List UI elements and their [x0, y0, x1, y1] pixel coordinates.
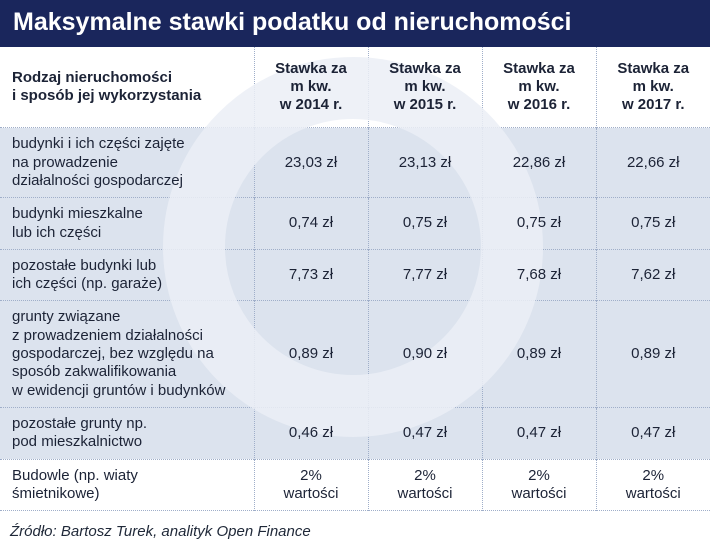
value-text: 7,73 zł — [288, 266, 334, 284]
value-cell: 0,47 zł — [367, 407, 482, 460]
value-text: 2% wartości — [397, 466, 453, 502]
row-label-text: budynki mieszkalne lub ich części — [12, 205, 143, 241]
header-row: Rodzaj nieruchomości i sposób jej wykorz… — [0, 46, 710, 128]
row-label-text: pozostałe budynki lub ich części (np. ga… — [12, 256, 163, 293]
value-text: 0,75 zł — [402, 214, 448, 232]
row-label-text: budynki i ich części zajęte na prowadzen… — [12, 135, 185, 189]
value-text: 0,47 zł — [631, 424, 676, 442]
value-cell: 0,47 zł — [481, 407, 596, 460]
value-cell: 22,66 zł — [595, 127, 710, 198]
value-cell: 2% wartości — [481, 459, 596, 511]
value-text: 0,47 zł — [402, 424, 448, 442]
page-title: Maksymalne stawki podatku od nieruchomoś… — [13, 8, 572, 36]
column-header-label: Stawka za m kw. w 2015 r. — [389, 59, 461, 114]
value-cell: 2% wartości — [595, 459, 710, 511]
row-label: budynki mieszkalne lub ich części — [0, 198, 254, 250]
value-text: 0,89 zł — [631, 345, 676, 363]
row-label: grunty związane z prowadzeniem działalno… — [0, 301, 254, 407]
tax-rates-table: Rodzaj nieruchomości i sposób jej wykorz… — [0, 46, 710, 512]
value-text: 7,68 zł — [516, 266, 562, 284]
value-text: 0,89 zł — [288, 345, 334, 363]
value-cell: 0,46 zł — [253, 407, 368, 460]
value-cell: 7,62 zł — [595, 249, 710, 301]
table-container: Rodzaj nieruchomości i sposób jej wykorz… — [0, 46, 710, 512]
value-text: 0,75 zł — [631, 214, 676, 232]
source-text: Źródło: Bartosz Turek, analityk Open Fin… — [10, 523, 311, 541]
row-label: pozostałe grunty np. pod mieszkalnictwo — [0, 407, 254, 459]
column-header-label: Stawka za m kw. w 2016 r. — [503, 59, 575, 114]
corner-header: Rodzaj nieruchomości i sposób jej wykorz… — [0, 46, 254, 128]
value-cell: 23,13 zł — [367, 127, 482, 198]
value-cell: 0,75 zł — [367, 197, 482, 250]
row-label-text: Budowle (np. wiaty śmietnikowe) — [12, 466, 138, 502]
column-header-2017: Stawka za m kw. w 2017 r. — [595, 46, 710, 128]
value-cell: 7,77 zł — [367, 249, 482, 301]
value-text: 23,03 zł — [284, 153, 338, 171]
value-text: 0,89 zł — [516, 345, 562, 363]
value-cell: 0,74 zł — [253, 197, 368, 250]
row-label-text: pozostałe grunty np. pod mieszkalnictwo — [12, 414, 148, 451]
table-row: budynki i ich części zajęte na prowadzen… — [0, 127, 710, 198]
value-text: 23,13 zł — [398, 153, 452, 171]
column-header-label: Stawka za m kw. w 2017 r. — [617, 59, 690, 114]
table-row: grunty związane z prowadzeniem działalno… — [0, 300, 710, 408]
value-text: 2% wartości — [283, 466, 339, 502]
value-cell: 2% wartości — [253, 459, 368, 511]
row-label: Budowle (np. wiaty śmietnikowe) — [0, 459, 254, 511]
title-bar: Maksymalne stawki podatku od nieruchomoś… — [0, 0, 710, 47]
column-header-label: Stawka za m kw. w 2014 r. — [275, 59, 347, 114]
value-cell: 23,03 zł — [253, 127, 368, 198]
column-header-2014: Stawka za m kw. w 2014 r. — [253, 46, 368, 128]
value-cell: 0,47 zł — [595, 407, 710, 460]
column-header-2015: Stawka za m kw. w 2015 r. — [367, 46, 482, 128]
value-cell: 7,68 zł — [481, 249, 596, 301]
table-row: Budowle (np. wiaty śmietnikowe) 2% warto… — [0, 459, 710, 511]
row-label-text: grunty związane z prowadzeniem działalno… — [12, 308, 226, 399]
value-cell: 0,89 zł — [595, 300, 710, 408]
value-text: 0,46 zł — [288, 424, 334, 442]
value-cell: 0,89 zł — [481, 300, 596, 408]
value-text: 2% wartości — [511, 466, 567, 502]
value-text: 7,77 zł — [402, 266, 448, 284]
table-row: budynki mieszkalne lub ich części 0,74 z… — [0, 197, 710, 250]
value-cell: 0,89 zł — [253, 300, 368, 408]
value-cell: 7,73 zł — [253, 249, 368, 301]
value-cell: 2% wartości — [367, 459, 482, 511]
table-row: pozostałe budynki lub ich części (np. ga… — [0, 249, 710, 301]
value-text: 0,47 zł — [516, 424, 562, 442]
value-text: 22,66 zł — [626, 153, 680, 171]
row-label: budynki i ich części zajęte na prowadzen… — [0, 128, 254, 198]
value-text: 0,75 zł — [516, 214, 562, 232]
value-cell: 0,75 zł — [481, 197, 596, 250]
column-header-2016: Stawka za m kw. w 2016 r. — [481, 46, 596, 128]
corner-header-label: Rodzaj nieruchomości i sposób jej wykorz… — [12, 68, 202, 104]
value-text: 22,86 zł — [512, 153, 566, 171]
value-text: 0,90 zł — [402, 345, 448, 363]
value-text: 0,74 zł — [288, 214, 334, 232]
value-text: 2% wartości — [625, 466, 681, 502]
table-row: pozostałe grunty np. pod mieszkalnictwo … — [0, 407, 710, 460]
value-cell: 22,86 zł — [481, 127, 596, 198]
value-cell: 0,75 zł — [595, 197, 710, 250]
value-text: 7,62 zł — [631, 266, 676, 284]
row-label: pozostałe budynki lub ich części (np. ga… — [0, 249, 254, 301]
value-cell: 0,90 zł — [367, 300, 482, 408]
